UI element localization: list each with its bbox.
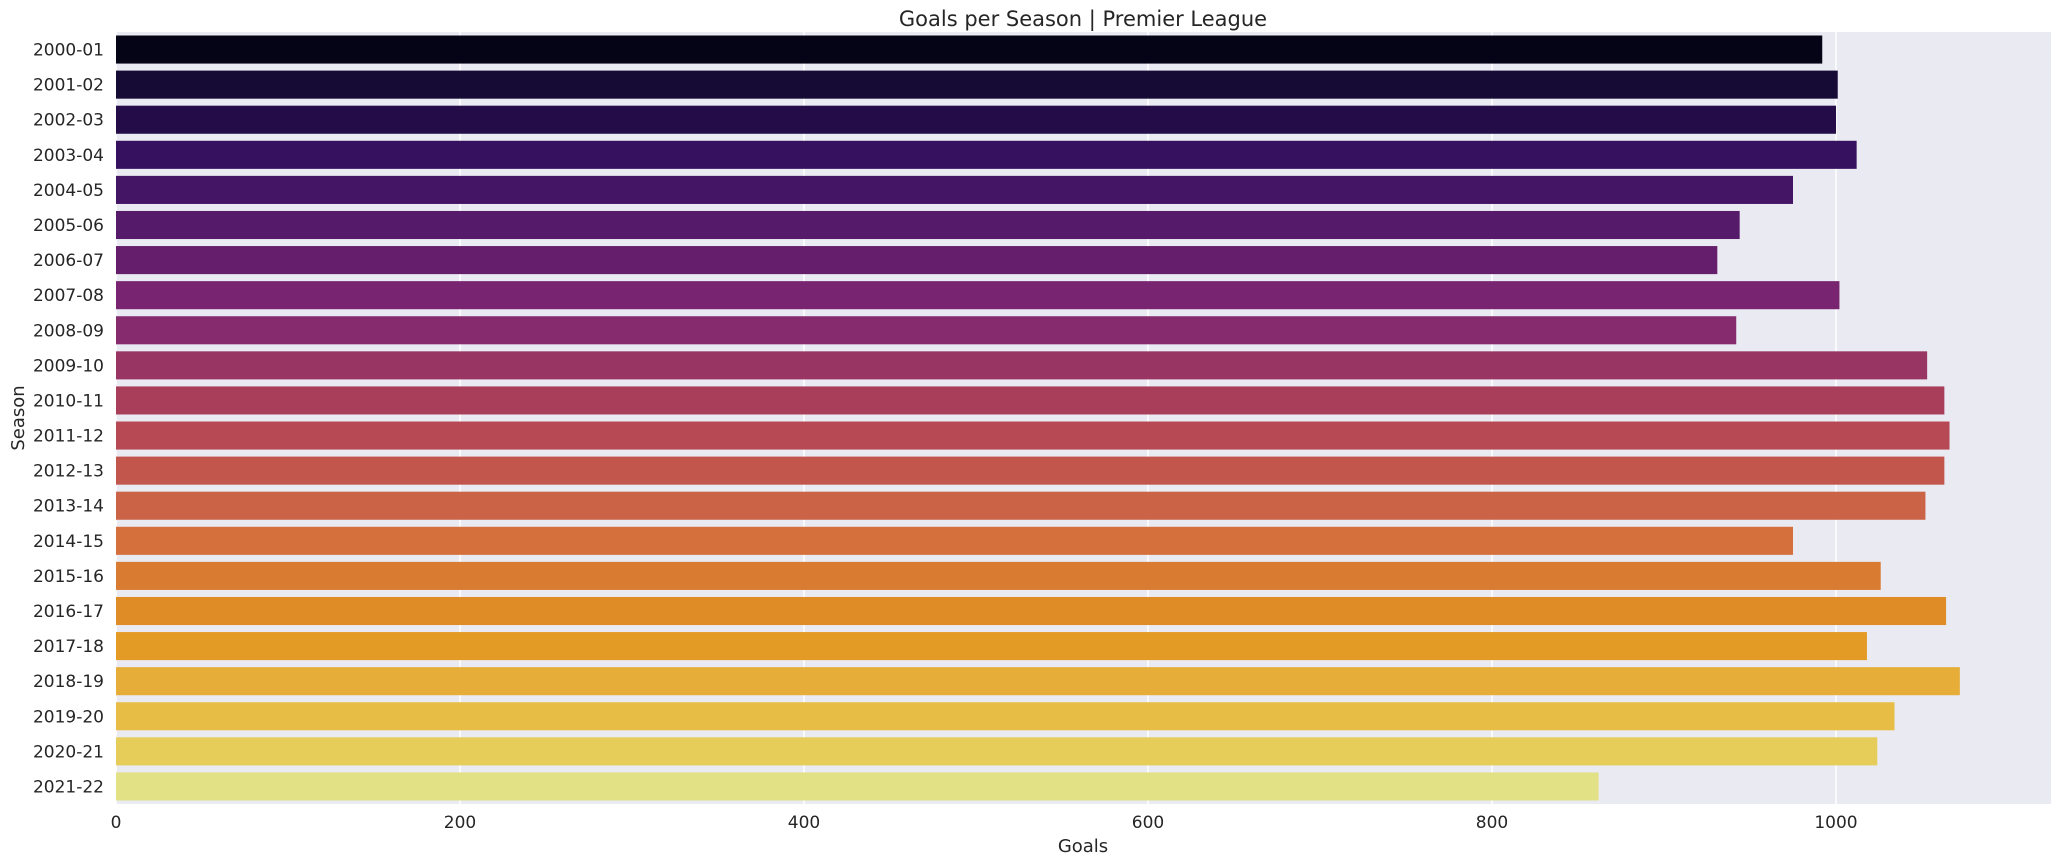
x-tick-label: 400 bbox=[788, 813, 820, 833]
y-tick-label: 2016-17 bbox=[33, 602, 104, 622]
bar-2006-07 bbox=[116, 246, 1718, 275]
x-tick-labels: 0 200 400 600 800 1000 bbox=[111, 813, 1858, 833]
x-tick-label: 200 bbox=[444, 813, 476, 833]
y-tick-label: 2002-03 bbox=[33, 111, 104, 131]
y-tick-label: 2013-14 bbox=[33, 497, 104, 517]
bar-2007-08 bbox=[116, 281, 1840, 310]
y-tick-label: 2011-12 bbox=[33, 427, 104, 447]
bar-2011-12 bbox=[116, 421, 1950, 450]
x-tick-label: 1000 bbox=[1814, 813, 1857, 833]
chart-title: Goals per Season | Premier League bbox=[899, 7, 1267, 32]
bar-2018-19 bbox=[116, 667, 1960, 696]
x-tick-label: 800 bbox=[1476, 813, 1508, 833]
bar-2014-15 bbox=[116, 526, 1793, 555]
y-tick-label: 2019-20 bbox=[33, 707, 104, 727]
y-tick-label: 2006-07 bbox=[33, 251, 104, 271]
y-tick-label: 2012-13 bbox=[33, 462, 104, 482]
x-tick-label: 600 bbox=[1132, 813, 1164, 833]
x-tick-label: 0 bbox=[111, 813, 122, 833]
y-tick-label: 2018-19 bbox=[33, 672, 104, 692]
y-tick-label: 2014-15 bbox=[33, 532, 104, 552]
bar-2012-13 bbox=[116, 456, 1945, 485]
x-axis-label: Goals bbox=[1058, 836, 1108, 857]
y-tick-label: 2004-05 bbox=[33, 181, 104, 201]
y-tick-label: 2003-04 bbox=[33, 146, 104, 166]
bar-2010-11 bbox=[116, 386, 1945, 415]
bar-2013-14 bbox=[116, 491, 1926, 520]
bar-2003-04 bbox=[116, 140, 1857, 169]
bar-2005-06 bbox=[116, 210, 1740, 240]
bar-2021-22 bbox=[116, 772, 1599, 801]
bar-2019-20 bbox=[116, 702, 1895, 731]
y-tick-label: 2007-08 bbox=[33, 286, 104, 306]
bar-2000-01 bbox=[116, 35, 1823, 64]
bars bbox=[116, 35, 1960, 801]
y-tick-label: 2009-10 bbox=[33, 356, 104, 376]
bar-2008-09 bbox=[116, 316, 1737, 345]
y-tick-label: 2020-21 bbox=[33, 742, 104, 762]
y-tick-label: 2017-18 bbox=[33, 637, 104, 657]
y-tick-label: 2008-09 bbox=[33, 321, 104, 341]
bar-2002-03 bbox=[116, 105, 1836, 134]
y-tick-label: 2000-01 bbox=[33, 41, 104, 61]
y-tick-label: 2021-22 bbox=[33, 777, 104, 797]
bar-2004-05 bbox=[116, 175, 1793, 204]
bar-2017-18 bbox=[116, 632, 1867, 661]
bar-2020-21 bbox=[116, 737, 1878, 766]
y-tick-label: 2010-11 bbox=[33, 391, 104, 411]
bar-2001-02 bbox=[116, 70, 1838, 99]
bar-2015-16 bbox=[116, 561, 1881, 590]
y-tick-labels: 2000-01 2001-02 2002-03 2003-04 2004-05 2005-… bbox=[33, 41, 104, 798]
y-tick-label: 2001-02 bbox=[33, 76, 104, 96]
y-tick-label: 2015-16 bbox=[33, 567, 104, 587]
y-tick-label: 2005-06 bbox=[33, 216, 104, 236]
bar-2009-10 bbox=[116, 351, 1928, 380]
y-axis-label: Season bbox=[8, 385, 29, 450]
bar-2016-17 bbox=[116, 596, 1947, 626]
